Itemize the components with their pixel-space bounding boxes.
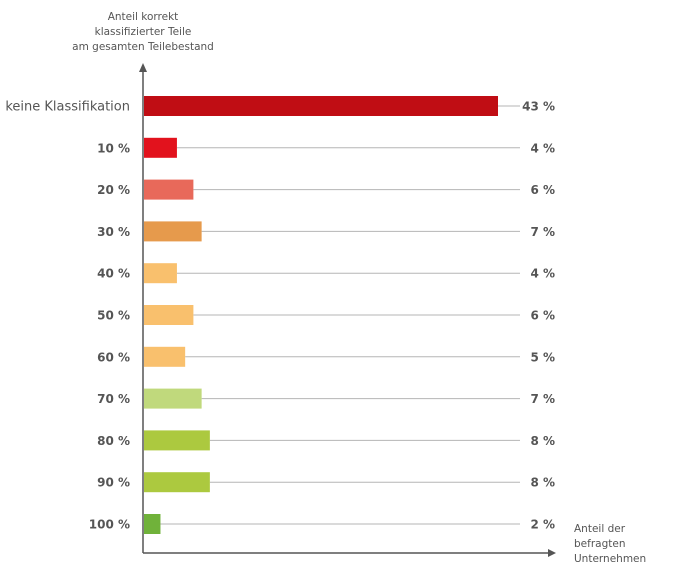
value-label: 8 % <box>530 434 555 448</box>
x-axis-title-line-3: Unternehmen <box>574 553 646 565</box>
x-axis-title-line-2: befragten <box>574 538 625 550</box>
category-label: 100 % <box>89 518 130 532</box>
y-axis-title-line-2: klassifizierter Teile <box>95 26 192 38</box>
value-label: 4 % <box>530 141 555 155</box>
value-label: 2 % <box>530 518 555 532</box>
bar <box>144 388 202 409</box>
bar <box>144 221 202 242</box>
category-label: 50 % <box>97 309 130 323</box>
value-label: 6 % <box>530 183 555 197</box>
category-label: 10 % <box>97 141 130 155</box>
category-label: 20 % <box>97 183 130 197</box>
category-label: 30 % <box>97 225 130 239</box>
bar <box>144 346 186 367</box>
value-label: 8 % <box>530 476 555 490</box>
value-label: 7 % <box>530 392 555 406</box>
category-label: keine Klassifikation <box>5 100 130 115</box>
x-axis-title-line-1: Anteil der <box>574 523 626 535</box>
bar <box>144 305 194 325</box>
value-label: 5 % <box>530 350 555 364</box>
bar <box>144 472 210 493</box>
y-axis-title-line-3: am gesamten Teilebestand <box>72 41 214 53</box>
x-axis-arrow <box>548 549 556 557</box>
value-label: 4 % <box>530 267 555 281</box>
value-label: 7 % <box>530 225 555 239</box>
y-axis-arrow <box>139 63 147 72</box>
value-label: 6 % <box>530 309 555 323</box>
value-label: 43 % <box>522 100 555 114</box>
bar <box>144 514 161 534</box>
y-axis-title-line-1: Anteil korrekt <box>108 11 179 23</box>
bar <box>144 263 177 284</box>
bar <box>144 96 498 116</box>
category-label: 60 % <box>97 350 130 364</box>
bar-rows: keine Klassifikation 43 % 10 % 4 % 20 % 6 % 30… <box>5 96 555 534</box>
bar <box>144 137 177 158</box>
bar <box>144 179 194 200</box>
bar <box>144 430 210 451</box>
category-label: 70 % <box>97 392 130 406</box>
category-label: 40 % <box>97 267 130 281</box>
category-label: 90 % <box>97 476 130 490</box>
category-label: 80 % <box>97 434 130 448</box>
